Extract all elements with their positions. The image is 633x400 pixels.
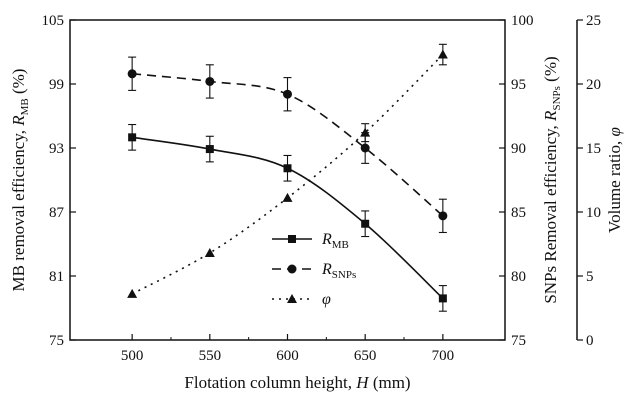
data-point-square <box>205 145 214 154</box>
snps-axis-title-subscript: SNPs <box>551 86 563 110</box>
volume-ratio-axis-tick-label: 10 <box>586 205 601 221</box>
x-tick-label: 650 <box>354 348 377 364</box>
data-point-square <box>438 294 447 303</box>
data-point-circle <box>127 69 137 79</box>
x-axis-title-symbol: H <box>355 373 370 392</box>
data-point-triangle <box>360 127 371 137</box>
x-tick-label: 600 <box>276 348 299 364</box>
snps-axis-title-symbol: R <box>541 110 560 122</box>
snps-axis-tick-label: 95 <box>511 77 526 93</box>
data-point-square <box>283 164 292 173</box>
x-axis-title: Flotation column height, H (mm) <box>184 373 410 392</box>
mb-axis-tick-label: 87 <box>49 205 65 221</box>
mb-axis-tick-label: 75 <box>49 333 64 349</box>
legend-label: RSNPs <box>321 261 356 281</box>
data-point-circle <box>287 264 297 274</box>
snps-axis-tick-label: 100 <box>511 13 534 29</box>
x-axis-title-unit: (mm) <box>369 373 411 392</box>
legend-label-symbol: φ <box>322 291 331 308</box>
x-tick-label: 700 <box>432 348 455 364</box>
volume-ratio-axis-title-symbol: φ <box>605 127 624 136</box>
mb-axis-title-symbol: R <box>9 115 28 127</box>
mb-axis-title-text: MB removal efficiency, <box>9 126 28 292</box>
data-point-triangle <box>282 192 293 202</box>
mb-axis-tick-label: 81 <box>49 269 64 285</box>
volume-ratio-axis-tick-label: 5 <box>586 269 594 285</box>
volume-ratio-axis-tick-label: 0 <box>586 333 594 349</box>
mb-axis-tick-label: 99 <box>49 77 64 93</box>
volume-ratio-axis-tick-label: 20 <box>586 77 601 93</box>
data-point-circle <box>360 143 370 153</box>
mb-axis-tick-label: 93 <box>49 141 64 157</box>
volume-ratio-axis-tick-label: 15 <box>586 141 601 157</box>
data-point-square <box>128 133 137 142</box>
snps-axis-tick-label: 85 <box>511 205 526 221</box>
data-point-square <box>288 235 296 243</box>
axis-ticks: 500 550 600 650 7007581879399105758085909510… <box>42 13 602 364</box>
data-point-triangle <box>437 49 448 59</box>
data-point-circle <box>205 76 215 86</box>
volume-ratio-axis-title: Volume ratio, φ <box>605 127 624 233</box>
legend-label-symbol: R <box>321 261 332 278</box>
x-tick-label: 550 <box>199 348 222 364</box>
legend-label-subscript: SNPs <box>332 269 356 281</box>
legend-label-subscript: MB <box>332 239 349 251</box>
snps-axis-title-text: SNPs Removal efficiency, <box>541 121 560 304</box>
volume-ratio-axis-tick-label: 25 <box>586 13 601 29</box>
legend-label: φ <box>322 291 331 308</box>
snps-axis-tick-label: 90 <box>511 141 526 157</box>
data-point-square <box>361 219 370 228</box>
series-phi <box>127 43 448 298</box>
data-point-triangle <box>204 247 215 257</box>
data-point-triangle <box>127 288 138 298</box>
mb-axis-title-subscript: MB <box>19 98 31 115</box>
series-group <box>127 43 448 312</box>
series-mb <box>128 123 447 312</box>
mb-axis-title: MB removal efficiency, RMB (%) <box>9 69 31 292</box>
snps-axis-title-unit: (%) <box>541 56 560 86</box>
legend-label: RMB <box>321 231 349 251</box>
snps-axis-title: SNPs Removal efficiency, RSNPs (%) <box>541 56 563 303</box>
x-axis-title-text: Flotation column height, <box>184 373 356 392</box>
data-point-circle <box>283 89 292 99</box>
legend-label-symbol: R <box>321 231 332 248</box>
axis-labels: MB removal efficiency, RMB (%)SNPs Remov… <box>9 56 624 392</box>
snps-axis-tick-label: 80 <box>511 269 526 285</box>
data-point-circle <box>438 211 448 221</box>
x-tick-label: 500 <box>121 348 144 364</box>
snps-axis-tick-label: 75 <box>511 333 526 349</box>
volume-ratio-axis-title-text: Volume ratio, <box>605 136 624 232</box>
mb-axis-tick-label: 105 <box>42 13 65 29</box>
data-point-triangle <box>287 294 297 303</box>
mb-axis-title-unit: (%) <box>9 69 28 99</box>
series-snps <box>127 56 448 234</box>
